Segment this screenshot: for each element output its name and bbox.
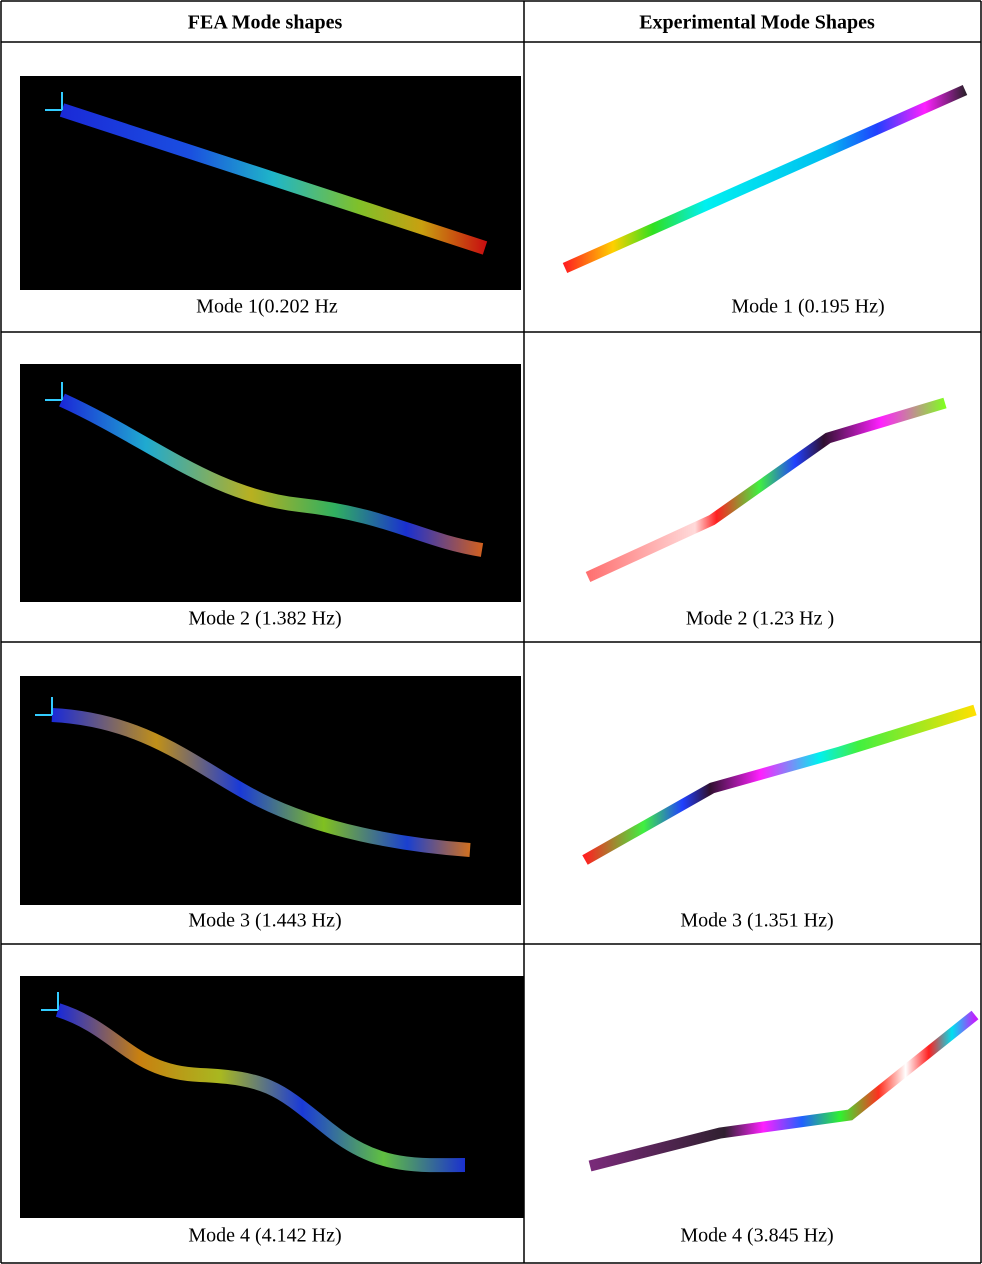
caption: Mode 2 (1.23 Hz ) [686,608,834,630]
experimental-image [590,1015,975,1166]
experimental-image [565,90,965,268]
caption: Mode 4 (3.845 Hz) [680,1225,833,1247]
caption: Mode 2 (1.382 Hz) [188,608,341,630]
column-header: Experimental Mode Shapes [639,12,875,34]
page: FEA Mode shapes Experimental Mode Shapes… [0,0,982,1264]
caption: Mode 3 (1.351 Hz) [680,910,833,932]
caption: Mode 1(0.202 Hz [196,296,338,318]
caption: Mode 4 (4.142 Hz) [188,1225,341,1247]
fea-image [20,676,521,905]
experimental-image [588,403,945,577]
fea-image [20,976,524,1218]
caption: Mode 3 (1.443 Hz) [188,910,341,932]
caption: Mode 1 (0.195 Hz) [731,296,884,318]
column-header: FEA Mode shapes [188,12,343,34]
fea-image [20,76,521,290]
fea-image [20,364,521,602]
experimental-image [585,710,975,860]
